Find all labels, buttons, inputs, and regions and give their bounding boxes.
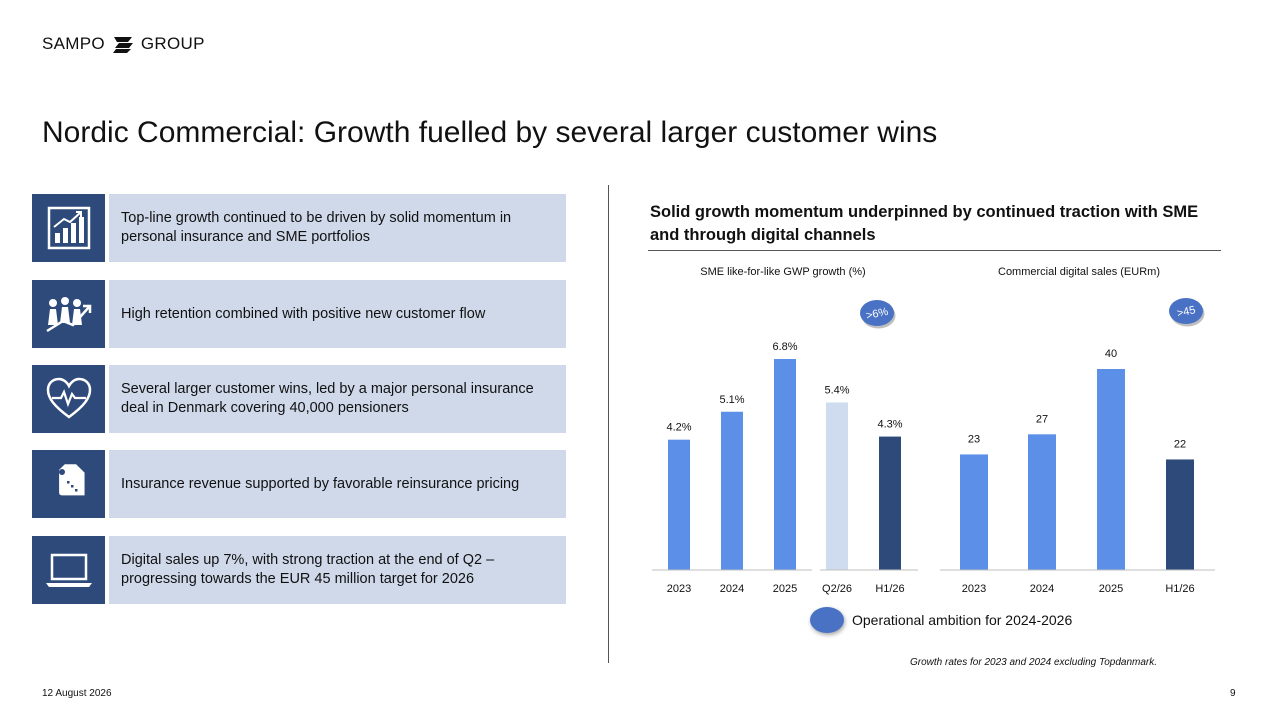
chart1-tick-label: 2024 xyxy=(720,583,744,595)
card-customer-wins: Several larger customer wins, led by a m… xyxy=(32,365,568,433)
chart-section-heading: Solid growth momentum underpinned by con… xyxy=(650,203,1199,244)
page-title: Nordic Commercial: Growth fuelled by sev… xyxy=(42,116,938,149)
chart2-bar-2023 xyxy=(960,454,988,570)
bar-growth-icon xyxy=(32,194,105,262)
logo-text-left: SAMPO xyxy=(42,34,105,53)
chart2-tick-label: 2023 xyxy=(962,583,986,595)
chart1-tick-label: 2025 xyxy=(773,583,797,595)
chart1-tick-label: 2023 xyxy=(667,583,691,595)
chart1-bar-H1/26 xyxy=(879,436,901,570)
chart2-tick-label: 2025 xyxy=(1099,583,1123,595)
chart1-ambition-bubble-label: >6% xyxy=(865,306,890,322)
card-retention: High retention combined with positive ne… xyxy=(32,280,568,348)
chart1-bar-2025 xyxy=(774,359,796,570)
chart1-ambition-bubble xyxy=(860,300,894,326)
chart1-bar-Q2/26 xyxy=(826,402,848,570)
laptop-icon xyxy=(32,536,105,604)
chart1-data-label: 6.8% xyxy=(772,341,797,353)
chart2-bar-2025 xyxy=(1097,369,1125,570)
card-text: Top-line growth continued to be driven b… xyxy=(109,194,566,262)
chart2-ambition-bubble xyxy=(1169,298,1203,324)
card-text: High retention combined with positive ne… xyxy=(109,280,566,348)
card-text: Several larger customer wins, led by a m… xyxy=(109,365,566,433)
chart1-data-label: 4.2% xyxy=(666,422,691,434)
price-tag-icon xyxy=(32,450,105,518)
card-digital-sales: Digital sales up 7%, with strong tractio… xyxy=(32,536,568,604)
chart1-bar-2023 xyxy=(668,439,690,570)
chart1-tick-label: Q2/26 xyxy=(822,583,852,595)
chart1-data-label: 5.4% xyxy=(824,384,849,396)
page-number: 9 xyxy=(1230,688,1236,699)
card-reinsurance: Insurance revenue supported by favorable… xyxy=(32,450,568,518)
chart1-tick-label: H1/26 xyxy=(875,583,904,595)
chart1-data-label: 4.3% xyxy=(877,419,902,431)
chart2-bar-H1/26 xyxy=(1166,459,1194,570)
chart2-ambition-bubble-label: >45 xyxy=(1176,304,1197,320)
legend-ambition-marker xyxy=(810,607,844,633)
chart2-data-label: 40 xyxy=(1105,348,1117,360)
chart1-bar-2024 xyxy=(721,411,743,570)
card-topline-growth: Top-line growth continued to be driven b… xyxy=(32,194,568,262)
heading-rule xyxy=(648,250,1221,251)
chart2-data-label: 23 xyxy=(968,433,980,445)
date: 12 August 2026 xyxy=(42,688,112,699)
chart2-data-label: 27 xyxy=(1036,413,1048,425)
sampo-logo-icon xyxy=(112,37,133,53)
footnote: Growth rates for 2023 and 2024 excluding… xyxy=(910,657,1158,668)
chart2-tick-label: H1/26 xyxy=(1165,583,1194,595)
people-growth-icon xyxy=(32,280,105,348)
chart2-title: Commercial digital sales (EURm) xyxy=(998,266,1160,278)
chart2-tick-label: 2024 xyxy=(1030,583,1054,595)
chart1-data-label: 5.1% xyxy=(719,394,744,406)
card-text: Insurance revenue supported by favorable… xyxy=(109,450,566,518)
heart-pulse-icon xyxy=(32,365,105,433)
legend: Operational ambition for 2024-2026 xyxy=(810,607,1072,633)
sampo-group-logo: SAMPO GROUP xyxy=(42,33,205,55)
legend-label: Operational ambition for 2024-2026 xyxy=(852,612,1073,628)
logo-text-right: GROUP xyxy=(140,34,205,53)
chart2-bar-2024 xyxy=(1028,434,1056,570)
chart2-data-label: 22 xyxy=(1174,438,1186,450)
card-text: Digital sales up 7%, with strong tractio… xyxy=(109,536,566,604)
chart1-title: SME like-for-like GWP growth (%) xyxy=(700,266,865,278)
vertical-divider xyxy=(608,185,609,663)
